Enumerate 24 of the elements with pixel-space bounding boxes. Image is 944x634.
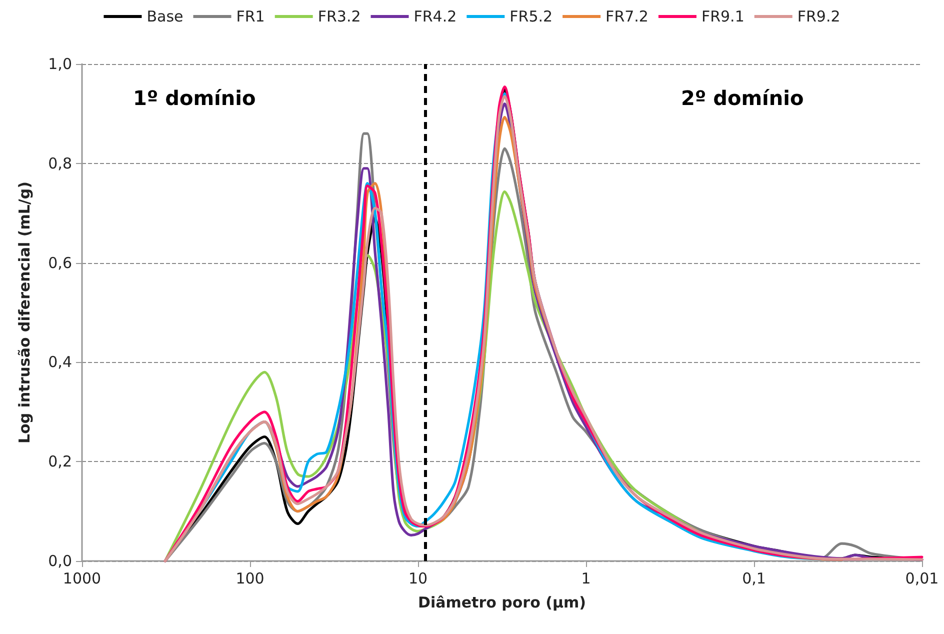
x-axis-title: Diâmetro poro (µm) <box>418 594 586 612</box>
y-tick-label: 0,4 <box>48 353 72 372</box>
x-tick-label: 1000 <box>62 570 102 588</box>
legend-label: FR9.2 <box>797 8 840 26</box>
y-tick-label: 0,6 <box>48 254 72 272</box>
legend-label: FR9.1 <box>701 8 744 26</box>
legend-label: FR7.2 <box>606 8 648 26</box>
annotation: 1º domínio <box>133 86 256 110</box>
y-tick-label: 0,8 <box>48 154 72 172</box>
legend-label: FR1 <box>236 8 265 26</box>
y-tick-label: 1,0 <box>48 55 72 73</box>
legend-label: FR3.2 <box>318 8 361 26</box>
y-axis-title: Log intrusão diferencial (mL/g) <box>16 182 34 444</box>
y-tick-label: 0,2 <box>48 452 72 471</box>
annotation: 2º domínio <box>681 86 804 110</box>
legend-label: Base <box>146 8 184 26</box>
legend-label: FR4.2 <box>414 8 457 26</box>
x-tick-label: 0,1 <box>742 570 766 588</box>
x-tick-label: 10 <box>408 570 428 588</box>
x-tick-label: 100 <box>236 570 264 588</box>
x-tick-label: 1 <box>581 570 591 588</box>
legend-label: FR5.2 <box>510 8 553 26</box>
y-tick-label: 0,0 <box>48 552 72 570</box>
x-tick-label: 0,01 <box>905 570 939 588</box>
